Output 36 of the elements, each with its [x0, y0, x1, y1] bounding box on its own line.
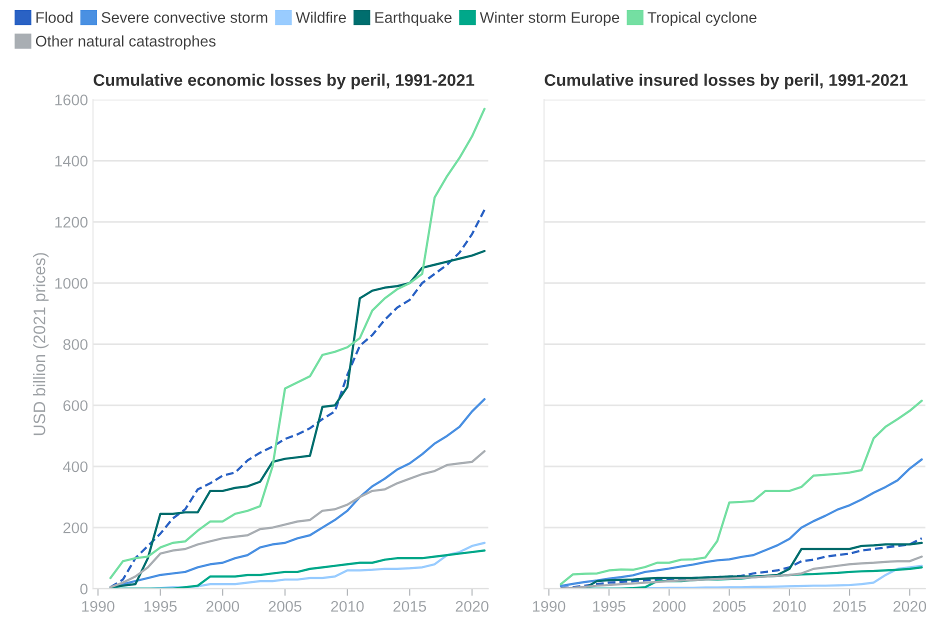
y-tick-label: 1600	[55, 94, 88, 106]
legend-label: Earthquake	[375, 12, 452, 26]
x-tick-label: 1995	[593, 600, 626, 612]
y-tick-label: 200	[63, 522, 88, 534]
y-axis-title: USD billion (2021 prices)	[33, 253, 49, 436]
legend-label: Wildfire	[296, 12, 346, 23]
x-tick-label: 1990	[82, 600, 114, 612]
legend-label: Other natural catastrophes	[36, 35, 216, 50]
x-tick-label: 2010	[331, 600, 364, 612]
x-tick-label: 2015	[833, 600, 866, 612]
y-tick-label: 600	[63, 400, 88, 412]
chart-title: Cumulative insured losses by peril, 1991-2021	[544, 74, 908, 90]
legend-label: Winter storm Europe	[480, 12, 620, 26]
x-tick-label: 2000	[652, 600, 686, 612]
y-tick-label: 1400	[55, 156, 88, 166]
x-tick-label: 1995	[144, 600, 177, 612]
legend-label: Severe convective storm	[102, 12, 268, 23]
x-tick-label: 2005	[268, 600, 302, 612]
x-tick-label: 2015	[393, 600, 426, 612]
legend-label: Tropical cyclone	[648, 12, 756, 26]
y-tick-label: 1200	[55, 216, 88, 228]
x-tick-label: 2000	[206, 600, 240, 612]
line-series	[109, 549, 486, 589]
line-series	[109, 450, 486, 588]
x-tick-label: 2020	[893, 600, 926, 612]
y-tick-label: 800	[63, 339, 88, 350]
chart-title: Cumulative economic losses by peril, 1991-2021	[94, 74, 474, 90]
y-tick-label: 400	[63, 461, 88, 472]
line-series	[109, 108, 486, 580]
x-tick-label: 2005	[713, 600, 746, 612]
x-tick-label: 2020	[456, 600, 488, 612]
y-tick-label: 1000	[55, 278, 88, 289]
legend-label: Flood	[36, 12, 72, 23]
y-tick-label: 0	[80, 584, 88, 594]
x-tick-label: 2010	[773, 600, 806, 612]
x-tick-label: 1990	[533, 600, 566, 612]
